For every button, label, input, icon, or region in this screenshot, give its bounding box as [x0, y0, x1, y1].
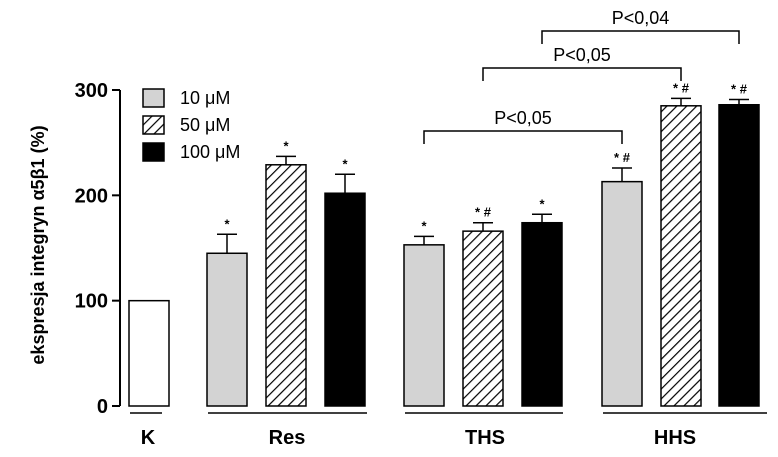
significance-label: * [421, 218, 427, 233]
y-tick-label: 100 [75, 291, 108, 313]
p-value-label: P<0,04 [612, 8, 670, 28]
comparison-brackets: P<0,05P<0,05P<0,04 [423, 8, 740, 144]
significance-label: * [539, 196, 545, 211]
bars: * * * * * # * * # * # * # [128, 80, 760, 407]
bar-res-1 [206, 252, 248, 407]
group-label-res: Res [269, 427, 306, 449]
y-axis-label: ekspresja integryn α5β1 (%) [28, 125, 48, 364]
y-tick-label: 200 [75, 185, 108, 207]
p-value-label: P<0,05 [553, 45, 611, 65]
group-label-hhs: HHS [654, 427, 696, 449]
bar-k-0 [128, 299, 170, 407]
significance-label: * # [673, 80, 690, 95]
bar-hhs-7 [601, 180, 643, 407]
significance-label: * [283, 138, 289, 153]
group-label-ths: THS [465, 427, 505, 449]
legend-label: 10 μM [180, 88, 230, 108]
bar-res-2 [265, 164, 307, 407]
bar-ths-6 [521, 221, 563, 407]
bar-ths-4 [403, 244, 445, 407]
significance-label: * # [614, 150, 631, 165]
group-labels: K Res THS HHS [130, 412, 767, 449]
comparison-bracket [541, 30, 740, 44]
y-tick-label: 0 [97, 396, 108, 418]
p-value-label: P<0,05 [494, 108, 552, 128]
comparison-bracket [423, 130, 623, 144]
y-tick-label: 300 [75, 80, 108, 102]
y-ticks: 0 100 200 300 [75, 80, 120, 418]
significance-label: * [224, 216, 230, 231]
significance-label: * # [731, 81, 748, 96]
significance-label: * # [475, 205, 492, 220]
legend-swatch [142, 142, 165, 162]
legend-swatch [142, 88, 165, 108]
bar-hhs-8 [660, 105, 702, 407]
legend-label: 50 μM [180, 115, 230, 135]
group-label-k: K [141, 427, 156, 449]
bar-ths-5 [462, 230, 504, 407]
significance-label: * [342, 156, 348, 171]
bar-res-3 [324, 192, 366, 407]
legend-swatch [142, 115, 165, 135]
legend-label: 100 μM [180, 142, 240, 162]
bar-hhs-9 [718, 103, 760, 407]
comparison-bracket [482, 67, 682, 81]
legend: 10 μM 50 μM 100 μM [142, 88, 240, 162]
